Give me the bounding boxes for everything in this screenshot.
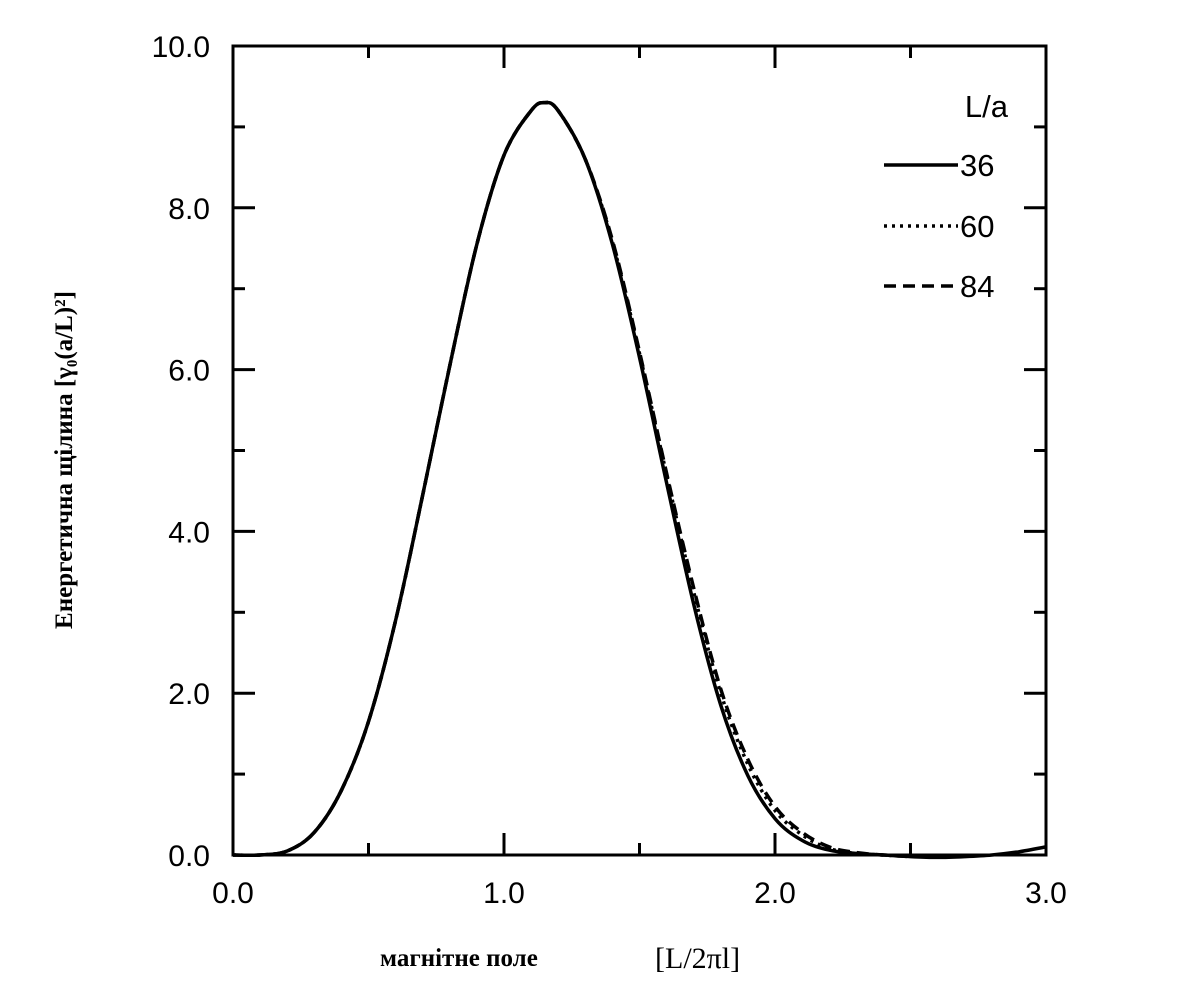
legend-title: L/a — [965, 89, 1009, 124]
y-tick-label: 6.0 — [168, 355, 210, 388]
legend-label-60: 60 — [960, 209, 994, 244]
x-axis-title: магнітне поле — [380, 945, 538, 972]
x-tick-label: 3.0 — [1025, 877, 1067, 910]
y-tick-label: 10.0 — [152, 31, 210, 64]
series-layer — [232, 100, 1047, 860]
plot-frame — [231, 44, 1048, 857]
y-tick-label: 4.0 — [168, 516, 210, 549]
x-tick-label: 0.0 — [212, 877, 254, 910]
y-tick-label: 2.0 — [168, 678, 210, 711]
y-axis-title: Енергетична щілина [γ₀(a/L)²] — [51, 291, 78, 629]
x-tick-label: 1.0 — [483, 877, 525, 910]
y-tick-label: 8.0 — [168, 193, 210, 226]
legend-label-36: 36 — [960, 148, 994, 183]
legend-entries: 36 60 84 — [884, 148, 994, 304]
legend: L/a 36 60 84 — [884, 89, 1009, 304]
series-line-84 — [232, 100, 911, 859]
series-line-60 — [232, 100, 911, 859]
ticks-layer — [231, 44, 1048, 857]
series-line-36 — [232, 100, 1047, 860]
x-axis-unit: [L/2πl] — [655, 942, 740, 975]
y-tick-label: 0.0 — [168, 840, 210, 873]
x-tick-label: 2.0 — [754, 877, 796, 910]
legend-label-84: 84 — [960, 269, 994, 304]
labels-layer: 0.0 1.0 2.0 3.0 0.0 2.0 4.0 6.0 8.0 10.0 — [152, 31, 1067, 910]
